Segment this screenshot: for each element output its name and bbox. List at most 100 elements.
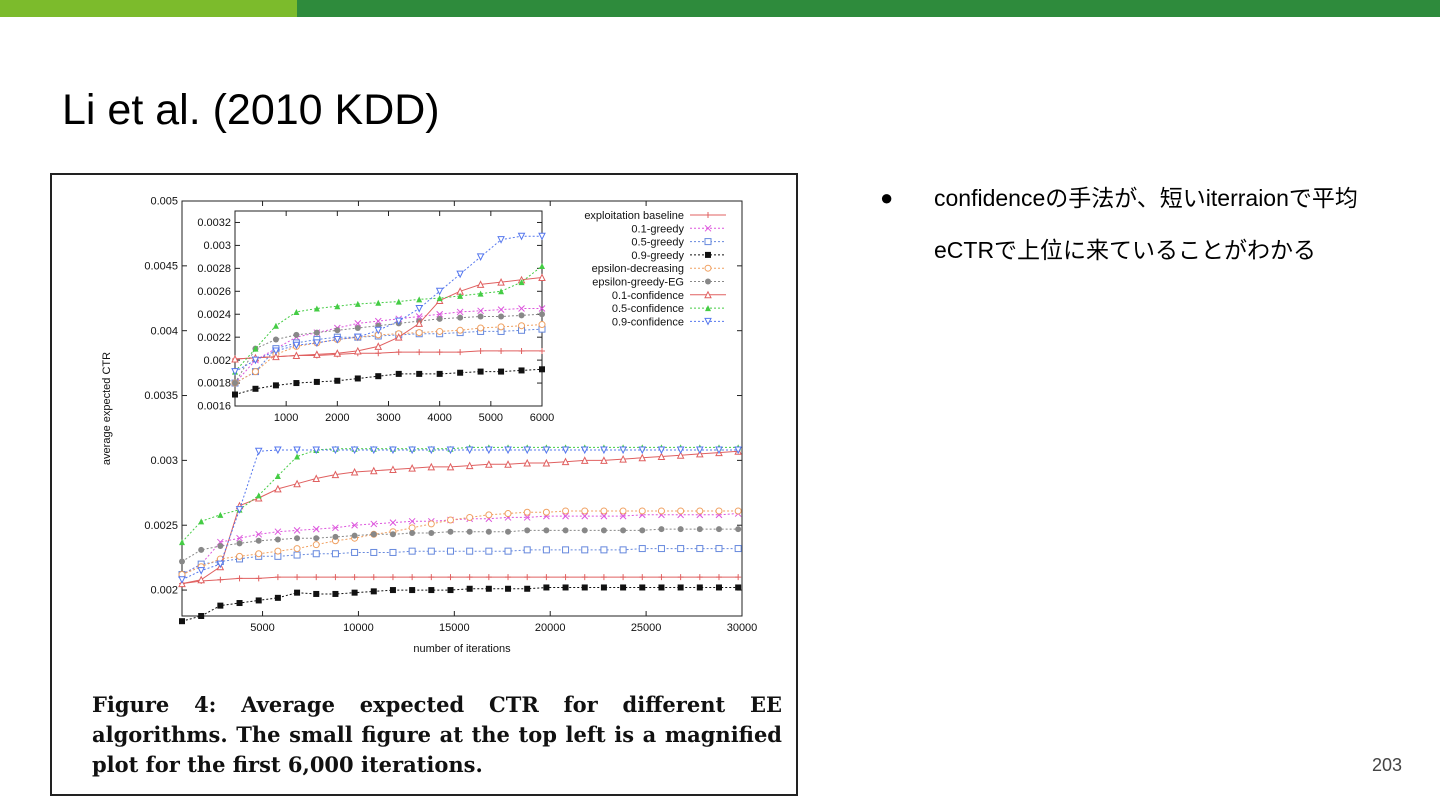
data-point — [272, 347, 280, 356]
data-point — [293, 527, 301, 534]
data-point — [408, 464, 416, 472]
data-point — [351, 574, 358, 581]
series-line — [234, 277, 543, 360]
data-point — [313, 535, 320, 542]
data-point — [334, 327, 341, 334]
data-point — [735, 574, 742, 581]
data-point — [465, 446, 474, 455]
data-point — [477, 347, 484, 354]
figure-caption: Figure 4: Average expected CTR for diffe… — [92, 692, 782, 777]
data-point — [312, 550, 320, 558]
data-point — [639, 584, 646, 591]
data-point — [272, 382, 279, 389]
data-point — [638, 453, 647, 462]
data-point — [456, 326, 464, 334]
data-point — [231, 368, 239, 376]
series-line — [234, 368, 543, 395]
data-point — [232, 391, 238, 398]
data-point — [446, 462, 455, 471]
data-point — [457, 292, 464, 299]
data-point — [427, 462, 436, 471]
data-point — [217, 542, 224, 549]
data-point — [274, 547, 282, 555]
inset-plot: 1000 2000 3000 4000 5000 6000 0.0016 0.0018 0.00… — [197, 210, 554, 424]
data-point — [600, 574, 607, 581]
data-point — [415, 305, 424, 313]
data-point — [457, 369, 464, 376]
data-point — [428, 530, 435, 536]
data-point — [274, 594, 281, 601]
data-point — [389, 548, 397, 556]
y-tick-label: 0.0026 — [197, 286, 231, 298]
legend-marker — [704, 238, 712, 246]
data-point — [351, 548, 359, 556]
data-point — [581, 546, 589, 554]
data-point — [497, 323, 505, 331]
data-point — [409, 530, 416, 536]
data-point — [312, 525, 320, 533]
legend-label: 0.5-confidence — [612, 303, 684, 315]
top-bar-green-light — [0, 0, 297, 17]
y-tick-label: 0.0024 — [197, 309, 231, 321]
data-point — [294, 589, 301, 596]
data-point — [427, 547, 435, 555]
data-point — [620, 527, 627, 534]
data-point — [354, 300, 361, 307]
data-point — [274, 528, 282, 536]
series-line — [181, 587, 739, 622]
data-point — [735, 526, 742, 533]
data-point — [416, 296, 423, 303]
data-point — [543, 584, 550, 591]
data-point — [658, 584, 665, 591]
x-tick-label: 4000 — [427, 412, 451, 424]
x-axis-label: number of iterations — [413, 643, 511, 655]
data-point — [312, 474, 321, 483]
data-point — [734, 446, 742, 455]
data-point — [518, 312, 525, 319]
data-point — [562, 512, 569, 520]
data-point — [293, 446, 301, 455]
data-point — [523, 446, 532, 455]
data-point — [293, 308, 300, 315]
x-tick-label: 6000 — [530, 412, 554, 424]
data-point — [197, 575, 205, 584]
data-point — [313, 350, 321, 358]
data-point — [409, 587, 416, 594]
data-point — [179, 618, 185, 625]
data-point — [600, 512, 608, 520]
data-point — [312, 541, 320, 549]
data-point — [477, 307, 484, 315]
data-point — [446, 446, 455, 455]
data-point — [331, 550, 339, 558]
y-axis-label: average expected CTR — [101, 352, 113, 465]
data-point — [600, 456, 608, 464]
data-point — [198, 546, 205, 553]
x-tick-label: 5000 — [250, 622, 274, 634]
legend-label: 0.1-greedy — [631, 223, 684, 235]
legend-label: 0.1-confidence — [612, 290, 684, 302]
data-point — [353, 346, 362, 355]
y-tick-label: 0.0045 — [144, 261, 178, 273]
data-point — [254, 447, 263, 456]
data-point — [619, 507, 627, 515]
y-tick-label: 0.0018 — [197, 378, 231, 390]
series-line — [181, 576, 739, 585]
data-point — [456, 308, 464, 316]
data-point — [485, 511, 493, 519]
data-point — [294, 574, 301, 581]
bullet-list: ● confidenceの手法が、短いiterraionで平均eCTRで上位に来て… — [880, 172, 1380, 276]
y-tick-label: 0.002 — [150, 585, 178, 597]
data-point — [477, 368, 484, 375]
data-point — [581, 512, 589, 520]
data-point — [539, 347, 545, 354]
data-point — [217, 576, 224, 583]
bullet-text: confidenceの手法が、短いiterraionで平均eCTRで上位に来てい… — [934, 185, 1358, 263]
data-point — [677, 507, 685, 515]
legend-marker — [705, 278, 711, 285]
data-point — [333, 349, 342, 357]
series-line — [181, 513, 739, 575]
y-tick-label: 0.0016 — [197, 401, 231, 413]
data-point — [251, 368, 259, 376]
data-point — [518, 367, 525, 374]
data-point — [334, 303, 341, 310]
